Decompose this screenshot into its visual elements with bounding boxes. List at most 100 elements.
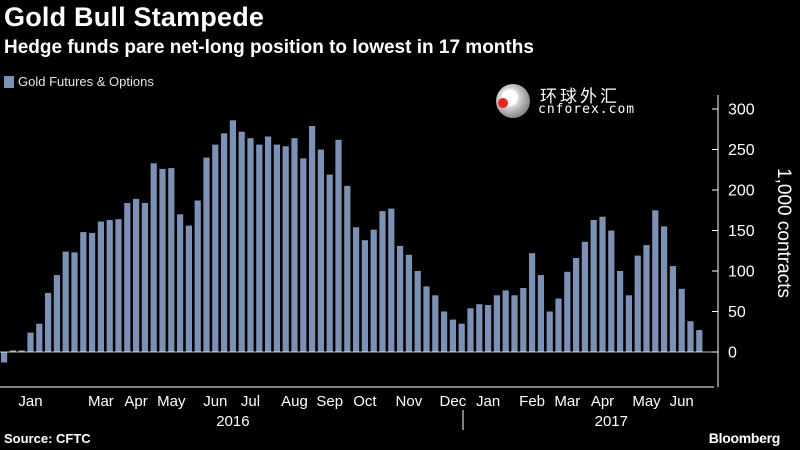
bar xyxy=(124,203,131,352)
bar xyxy=(423,286,430,352)
source-note: Source: CFTC xyxy=(4,431,91,446)
bar xyxy=(669,266,676,352)
x-tick-label: Mar xyxy=(554,393,580,410)
y-tick-label: 100 xyxy=(728,264,755,281)
bar xyxy=(485,305,492,352)
x-tick-label: Mar xyxy=(88,393,114,410)
bar xyxy=(493,295,500,352)
bar xyxy=(256,144,263,352)
bar xyxy=(617,271,624,352)
bar xyxy=(564,271,571,352)
y-tick-label: 250 xyxy=(728,142,755,159)
x-tick-label: Oct xyxy=(353,393,377,410)
bar xyxy=(300,158,307,352)
x-year-label: 2016 xyxy=(216,413,249,430)
bar xyxy=(529,253,536,352)
bar xyxy=(502,290,509,352)
bar xyxy=(18,350,25,352)
bar xyxy=(467,308,474,352)
bar xyxy=(203,157,210,352)
bar xyxy=(361,240,368,352)
watermark: 环球外汇 cnforex.com xyxy=(496,78,636,123)
bar xyxy=(89,232,96,352)
bar xyxy=(696,330,703,352)
bar xyxy=(194,200,201,352)
bar xyxy=(599,216,606,352)
x-tick-label: Apr xyxy=(591,393,614,410)
bar xyxy=(608,230,615,352)
bar xyxy=(353,227,360,352)
bar xyxy=(388,208,395,352)
bar xyxy=(370,229,377,352)
y-tick-label: 200 xyxy=(728,183,755,200)
x-tick-label: May xyxy=(157,393,186,410)
bar xyxy=(62,251,69,352)
bar xyxy=(687,321,694,352)
legend-label: Gold Futures & Options xyxy=(18,74,154,89)
y-tick-label: 300 xyxy=(728,102,755,119)
bar xyxy=(449,319,456,352)
watermark-en-text: cnforex.com xyxy=(538,102,636,117)
x-year-label: 2017 xyxy=(595,413,628,430)
legend-swatch xyxy=(4,75,14,88)
bar xyxy=(397,245,404,352)
bar xyxy=(309,126,316,352)
bar xyxy=(53,275,60,352)
bar xyxy=(555,298,562,352)
bar xyxy=(36,323,43,352)
x-tick-label: Apr xyxy=(124,393,147,410)
bar xyxy=(432,295,439,352)
bar xyxy=(441,311,448,352)
bar xyxy=(238,131,245,352)
bar xyxy=(634,255,641,352)
x-tick-label: Nov xyxy=(396,393,423,410)
x-tick-label: Sep xyxy=(316,393,343,410)
y-tick-label: 150 xyxy=(728,223,755,240)
bar xyxy=(71,252,78,352)
bar xyxy=(106,220,113,352)
bar xyxy=(273,144,280,352)
bar xyxy=(229,120,236,352)
bar xyxy=(590,220,597,352)
bar xyxy=(97,221,104,352)
x-tick-label: Aug xyxy=(281,393,308,410)
x-tick-label: Feb xyxy=(519,393,545,410)
bar xyxy=(344,185,351,352)
bar xyxy=(573,258,580,352)
bar xyxy=(511,295,518,352)
x-tick-label: Jul xyxy=(241,393,260,410)
bar xyxy=(335,139,342,352)
chart-title: Gold Bull Stampede xyxy=(4,2,265,32)
bar xyxy=(581,241,588,352)
bar xyxy=(265,136,272,352)
bar xyxy=(27,332,34,352)
bar xyxy=(282,146,289,352)
bar xyxy=(150,163,157,352)
bar xyxy=(678,288,685,352)
bar xyxy=(159,168,166,352)
chart-subtitle: Hedge funds pare net-long position to lo… xyxy=(4,37,534,58)
bar xyxy=(476,304,483,352)
bar xyxy=(212,144,219,352)
bar xyxy=(625,295,632,352)
bar xyxy=(326,174,333,352)
x-tick-label: Jun xyxy=(203,393,227,410)
bar xyxy=(414,271,421,352)
bar xyxy=(133,198,140,352)
x-tick-label: Jun xyxy=(670,393,694,410)
watermark-logo-icon xyxy=(496,84,530,118)
bar xyxy=(661,226,668,352)
bar xyxy=(546,311,553,352)
x-tick-label: May xyxy=(632,393,661,410)
bar xyxy=(141,203,148,352)
bar xyxy=(643,245,650,352)
x-tick-label: Jan xyxy=(476,393,500,410)
x-tick-label: Jan xyxy=(18,393,42,410)
bar xyxy=(177,214,184,352)
bar xyxy=(317,149,324,352)
bar xyxy=(1,352,8,363)
y-tick-label: 0 xyxy=(728,345,737,362)
bar xyxy=(221,133,228,352)
bar xyxy=(168,168,175,352)
bar xyxy=(185,225,192,352)
